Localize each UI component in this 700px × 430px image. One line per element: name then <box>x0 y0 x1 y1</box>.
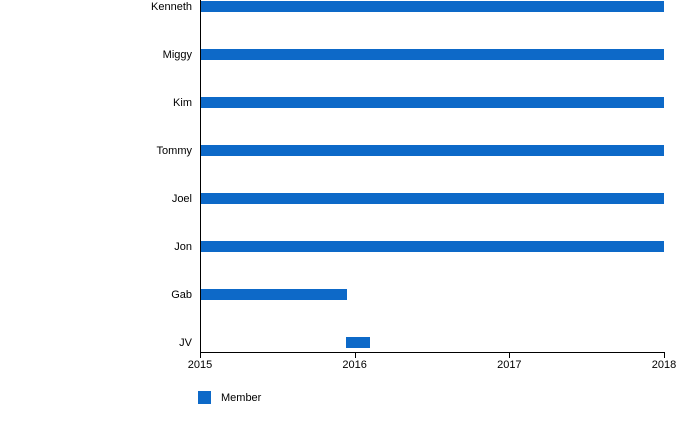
row-label-gab: Gab <box>171 288 192 301</box>
row-label-jon: Jon <box>174 240 192 253</box>
legend-label: Member <box>221 391 262 404</box>
row-label-tommy: Tommy <box>156 144 192 157</box>
legend[interactable]: Member <box>198 391 261 404</box>
row-label-kim: Kim <box>173 96 192 109</box>
bar-miggy[interactable] <box>201 49 664 60</box>
bar-gab[interactable] <box>201 289 347 300</box>
row-label-joel: Joel <box>171 192 192 205</box>
x-tick-2016 <box>354 353 356 358</box>
bar-jv[interactable] <box>346 337 371 348</box>
row-label-jv: JV <box>179 336 192 349</box>
x-tick-label-2017: 2017 <box>497 359 522 371</box>
x-tick-label-2015: 2015 <box>187 359 213 371</box>
x-tick-2015 <box>200 353 201 358</box>
x-tick-label-2018: 2018 <box>651 359 677 371</box>
x-tick-label-2016: 2016 <box>342 359 367 371</box>
row-label-kenneth: Kenneth <box>151 0 192 13</box>
bar-kim[interactable] <box>201 97 664 108</box>
bar-tommy[interactable] <box>201 145 664 156</box>
x-axis-line <box>200 352 665 353</box>
bar-joel[interactable] <box>201 193 664 204</box>
row-label-miggy: Miggy <box>162 48 192 61</box>
x-tick-2017 <box>509 353 511 358</box>
legend-swatch <box>198 391 211 404</box>
x-tick-2018 <box>664 353 665 358</box>
y-axis-line <box>200 0 201 357</box>
bar-jon[interactable] <box>201 241 664 252</box>
bar-kenneth[interactable] <box>201 1 664 12</box>
